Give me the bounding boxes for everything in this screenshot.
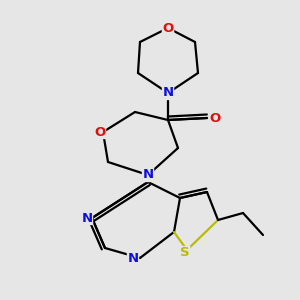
Text: N: N xyxy=(81,212,93,224)
Text: O: O xyxy=(162,22,174,34)
Text: N: N xyxy=(162,86,174,100)
Text: N: N xyxy=(128,251,139,265)
Text: N: N xyxy=(142,169,154,182)
Text: S: S xyxy=(180,247,190,260)
Text: O: O xyxy=(94,125,106,139)
Text: O: O xyxy=(209,112,220,124)
